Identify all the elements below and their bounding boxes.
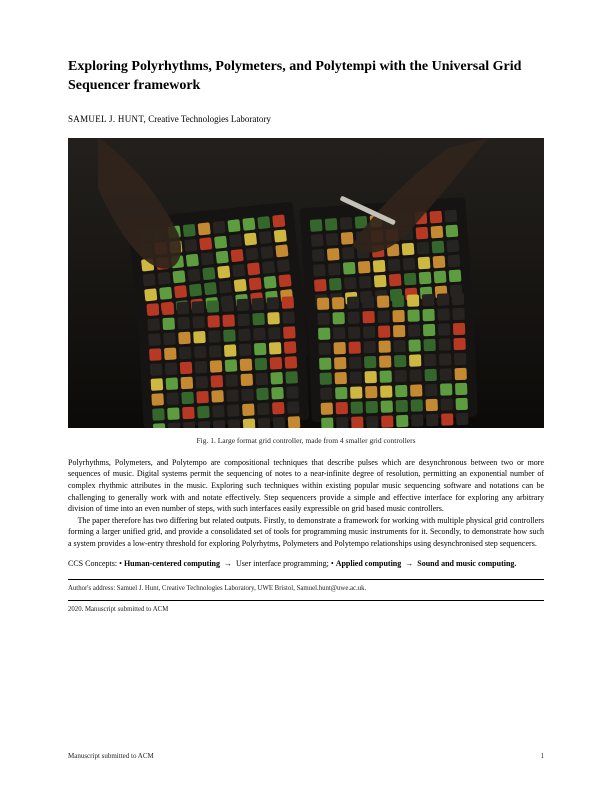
author-name: SAMUEL J. HUNT, [68,114,146,124]
ccs-concept-2: Applied computing [336,559,402,568]
author-line: SAMUEL J. HUNT, Creative Technologies La… [68,114,544,124]
figure-1-caption: Fig. 1. Large format grid controller, ma… [68,436,544,445]
figure-1-image [68,138,544,428]
arrow-icon: → [222,559,234,568]
author-address-footnote: Author's address: Samuel J. Hunt, Creati… [68,584,544,594]
ccs-prefix: CCS Concepts: [68,559,119,568]
footer-left: Manuscript submitted to ACM [68,752,154,760]
copyright-footnote: 2020. Manuscript submitted to ACM [68,605,544,615]
paper-title: Exploring Polyrhythms, Polymeters, and P… [68,58,544,96]
abstract-paragraph-1: Polyrhythms, Polymeters, and Polytempo a… [68,457,544,515]
ccs-bullet: • [119,559,122,568]
footnote-separator [68,579,544,580]
ccs-concept-1-tail: User interface programming; [236,559,329,568]
footnote-separator [68,600,544,601]
figure-1 [68,138,544,428]
page-number: 1 [541,752,545,760]
abstract-paragraph-2: The paper therefore has two differing bu… [68,515,544,550]
ccs-concept-2-tail: Sound and music computing. [417,559,516,568]
author-affiliation: Creative Technologies Laboratory [148,114,271,124]
ccs-concepts: CCS Concepts: • Human-centered computing… [68,558,544,570]
ccs-bullet: • [331,559,334,568]
ccs-concept-1: Human-centered computing [124,559,220,568]
arrow-icon: → [403,559,415,568]
page-footer: Manuscript submitted to ACM 1 [68,752,544,760]
